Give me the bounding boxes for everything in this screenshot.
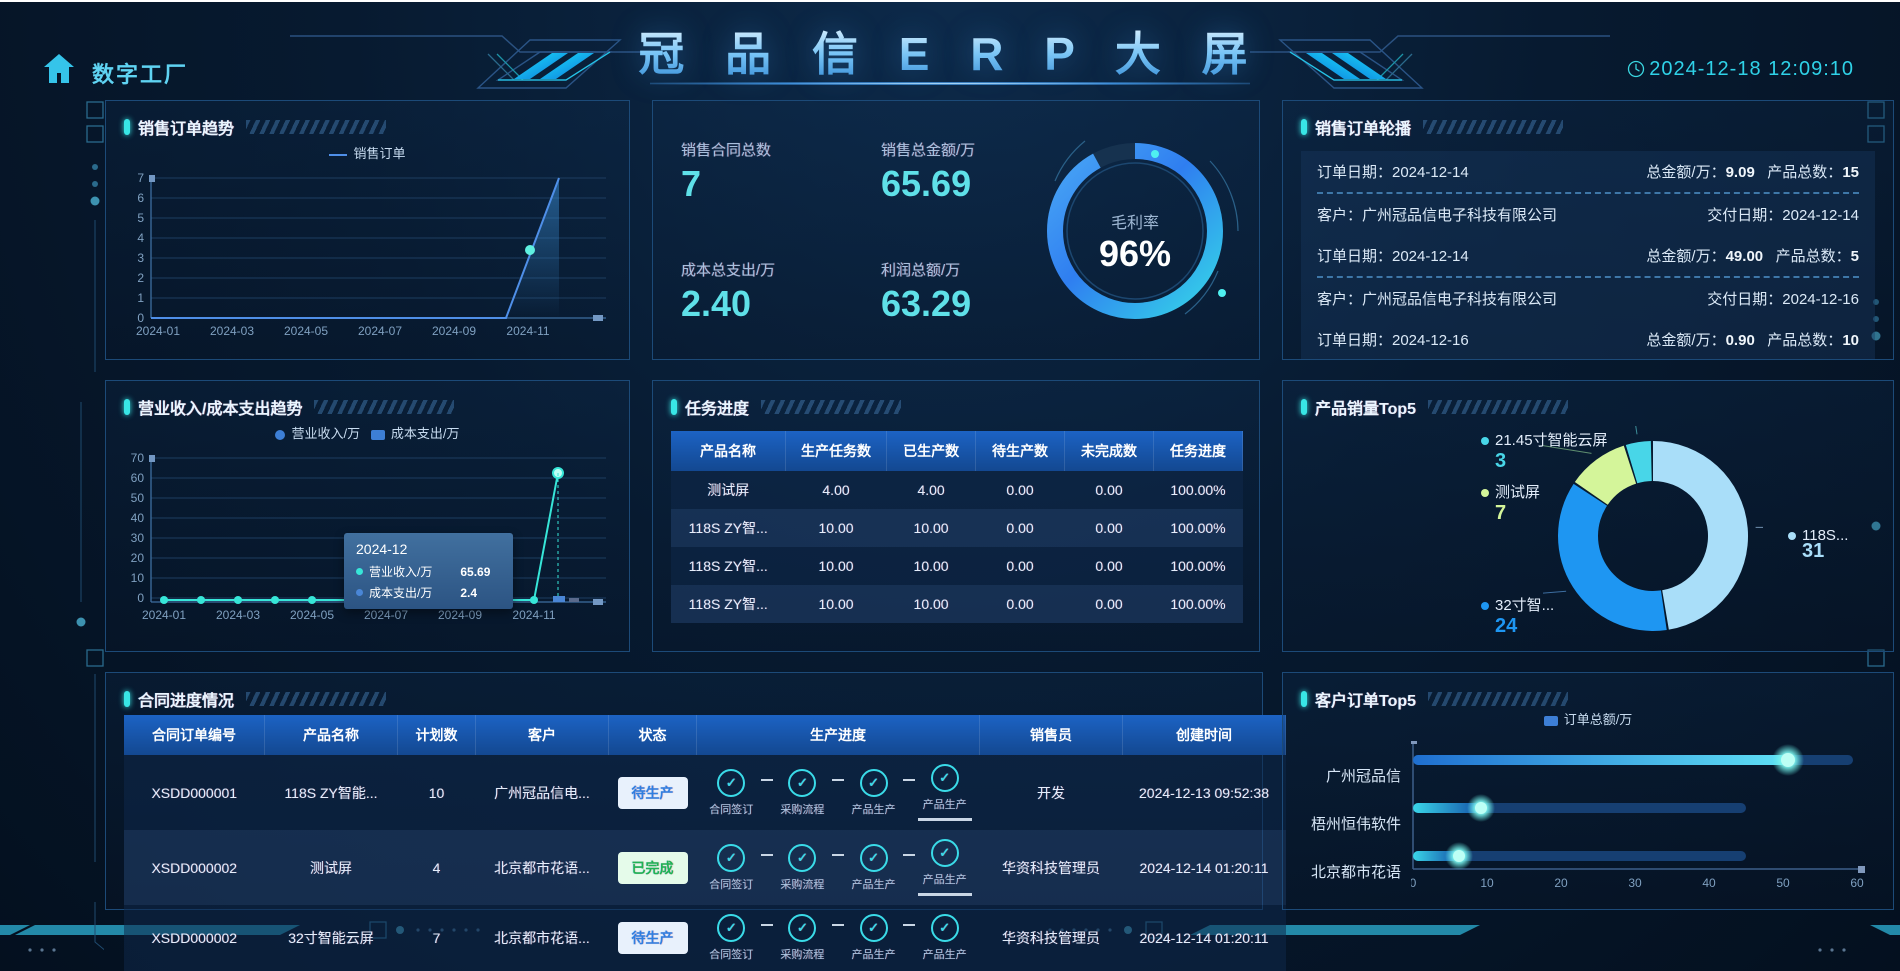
- svg-text:3: 3: [137, 251, 144, 265]
- svg-text:2: 2: [137, 271, 144, 285]
- svg-text:2024-01: 2024-01: [136, 324, 180, 338]
- svg-text:2024-11: 2024-11: [512, 608, 555, 622]
- svg-text:60: 60: [131, 471, 145, 485]
- svg-text:10: 10: [1480, 876, 1494, 890]
- svg-text:40: 40: [131, 511, 145, 525]
- svg-text:60: 60: [1850, 876, 1864, 890]
- svg-text:2024-09: 2024-09: [438, 608, 482, 622]
- svg-text:40: 40: [1702, 876, 1716, 890]
- svg-text:0: 0: [1411, 876, 1417, 890]
- svg-text:20: 20: [1554, 876, 1568, 890]
- svg-text:2024-03: 2024-03: [216, 608, 260, 622]
- svg-text:2024-07: 2024-07: [364, 608, 408, 622]
- svg-text:2024-05: 2024-05: [290, 608, 334, 622]
- svg-text:10: 10: [131, 571, 145, 585]
- svg-text:1: 1: [137, 291, 144, 305]
- svg-text:2024-07: 2024-07: [358, 324, 402, 338]
- svg-text:2024-11: 2024-11: [506, 324, 549, 338]
- svg-text:2024-01: 2024-01: [142, 608, 186, 622]
- svg-text:30: 30: [1628, 876, 1642, 890]
- svg-text:2024-05: 2024-05: [284, 324, 328, 338]
- svg-text:6: 6: [137, 191, 144, 205]
- svg-text:30: 30: [131, 531, 145, 545]
- svg-text:7: 7: [137, 171, 144, 185]
- svg-text:5: 5: [137, 211, 144, 225]
- svg-text:0: 0: [137, 311, 144, 325]
- svg-text:2024-03: 2024-03: [210, 324, 254, 338]
- svg-text:50: 50: [131, 491, 145, 505]
- svg-text:0: 0: [137, 591, 144, 605]
- svg-text:4: 4: [137, 231, 144, 245]
- svg-text:70: 70: [131, 451, 145, 465]
- svg-text:20: 20: [131, 551, 145, 565]
- svg-text:2024-09: 2024-09: [432, 324, 476, 338]
- svg-text:50: 50: [1776, 876, 1790, 890]
